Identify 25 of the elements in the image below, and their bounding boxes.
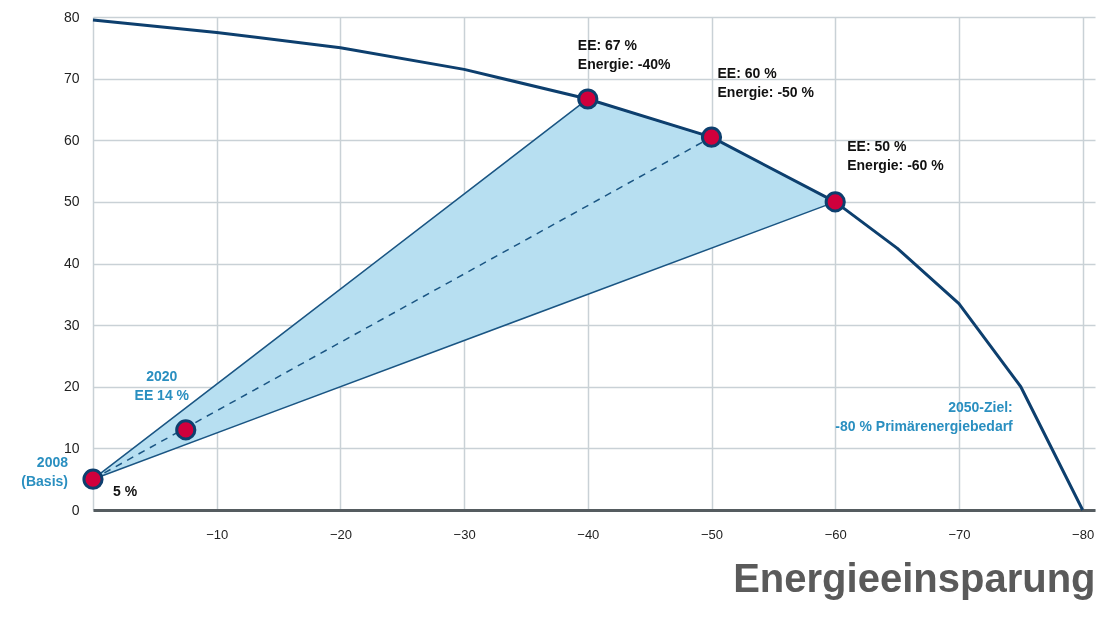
y-tick-label: 50 [63, 193, 80, 210]
y-tick-label: 30 [63, 316, 80, 333]
y-tick-label: 20 [63, 378, 80, 395]
x-tick-label: −20 [329, 526, 352, 542]
annotation: 2008 (Basis) [21, 454, 69, 490]
annotation: 2050-Ziel: -80 % Primärenergiebedarf [835, 398, 1014, 434]
y-tick-label: 40 [63, 255, 80, 271]
y-tick-label: 60 [63, 131, 80, 148]
y-tick-label: 80 [63, 8, 80, 25]
annotation: EE: 50 % Energie: -60 % [847, 137, 945, 173]
annotation: EE: 67 % Energie: -40% [577, 36, 671, 72]
x-tick-label: −50 [700, 526, 724, 542]
y-tick-label: 10 [63, 439, 80, 456]
annotation: 2020 EE 14 % [134, 367, 190, 403]
x-tick-label: −60 [824, 526, 847, 542]
y-tick-label: 70 [63, 70, 80, 87]
x-tick-label: −70 [948, 526, 971, 542]
y-tick-label: 0 [71, 501, 80, 518]
annotation: 5 % [113, 483, 138, 500]
x-tick-label: −80 [1072, 526, 1095, 542]
annotation: EE: 60 % Energie: -50 % [717, 65, 815, 101]
x-tick-label: −30 [453, 526, 476, 542]
x-axis-title: Energieeinsparung [733, 555, 1096, 600]
x-tick-label: −40 [577, 526, 600, 542]
x-tick-label: −10 [206, 526, 229, 542]
